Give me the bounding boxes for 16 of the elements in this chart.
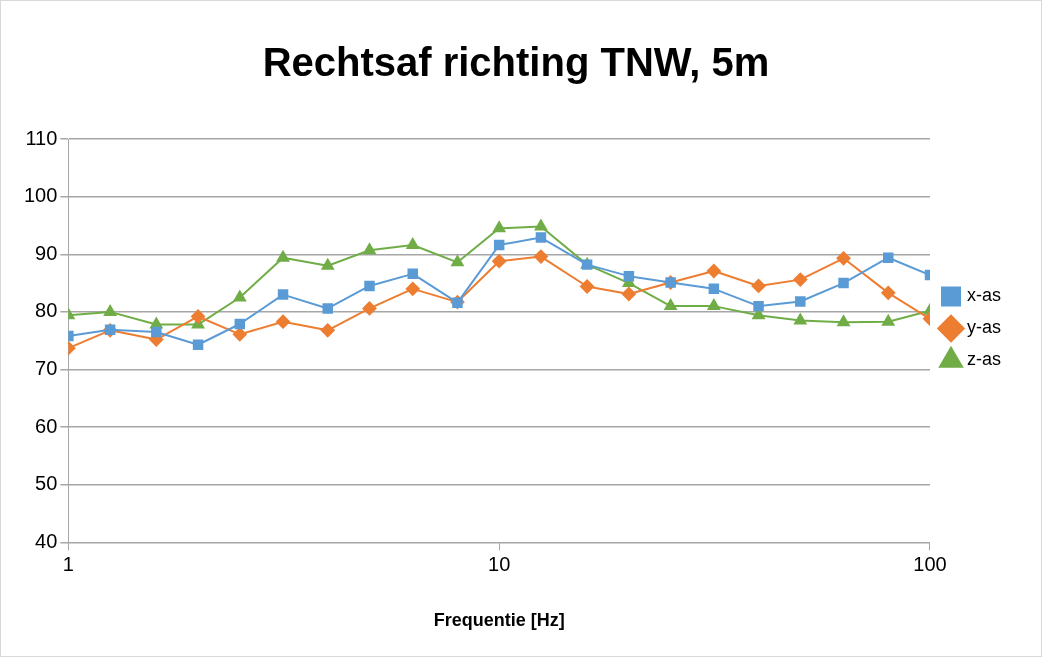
chart-title: Rechtsaf richting TNW, 5m [262, 40, 770, 85]
legend-label: y-as [967, 317, 1002, 338]
y-tick-label: 40 [35, 529, 58, 552]
y-tick-label: 90 [35, 241, 58, 264]
y-tick-label: 100 [23, 184, 58, 207]
x-tick-label: 100 [913, 552, 947, 575]
legend-label: z-as [967, 349, 1002, 370]
y-tick-label: 70 [35, 357, 58, 380]
x-tick-label: 10 [488, 552, 511, 575]
y-tick-label: 80 [35, 299, 58, 322]
y-tick-label: 110 [25, 126, 58, 149]
y-tick-label: 50 [35, 472, 58, 495]
x-tick-label: 1 [62, 552, 74, 575]
x-axis-title: Frequentie [Hz] [433, 610, 565, 631]
y-tick-label: 60 [35, 414, 58, 437]
legend-label: x-as [967, 285, 1002, 306]
